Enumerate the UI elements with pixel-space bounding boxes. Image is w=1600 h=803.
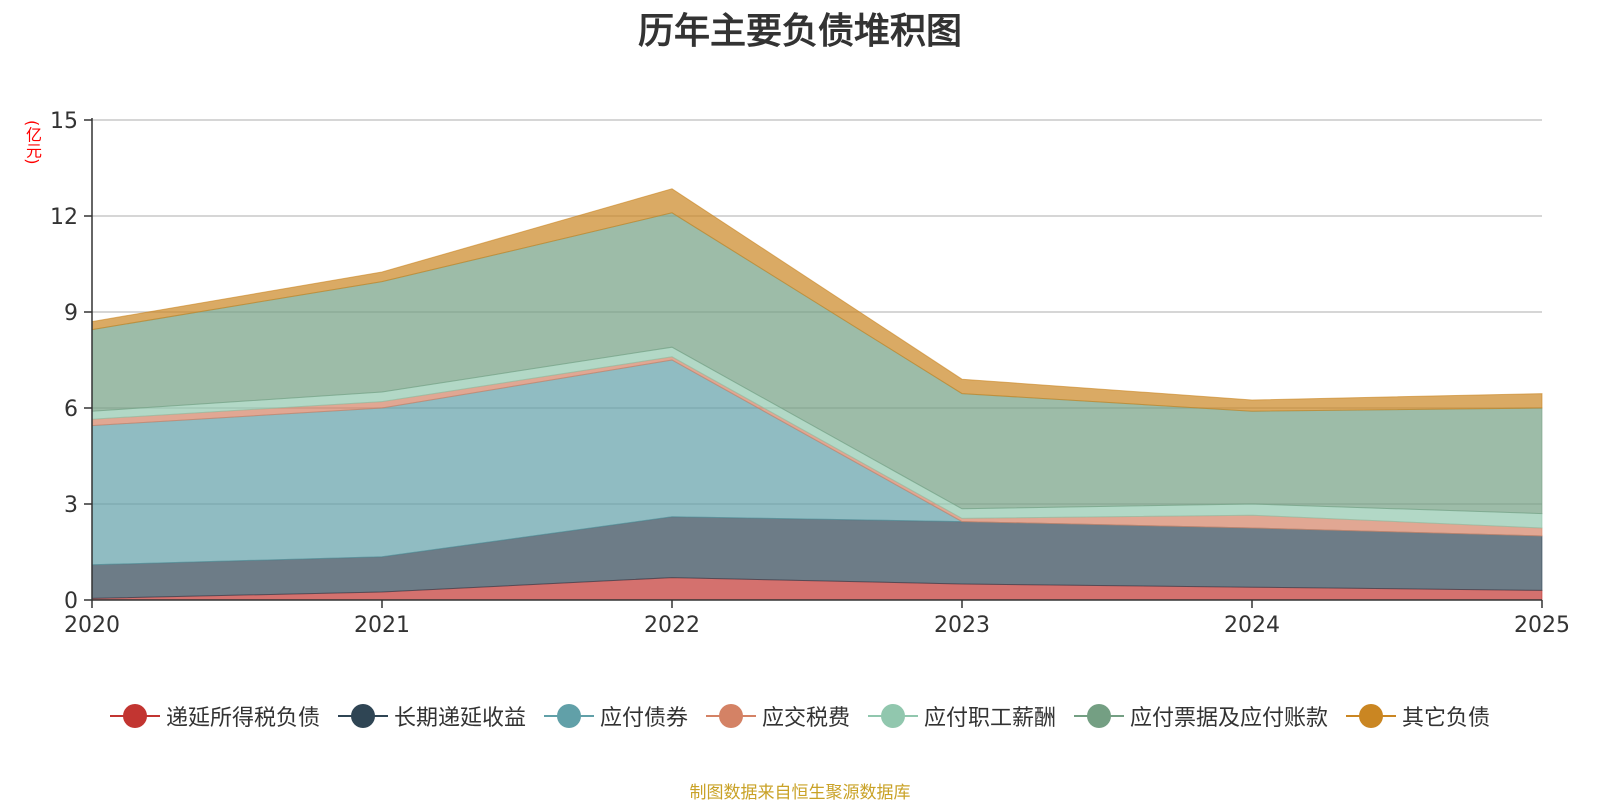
x-tick-label: 2025 [1514, 613, 1570, 638]
legend-label: 递延所得税负债 [165, 706, 320, 731]
legend-item[interactable]: 应付债券 [543, 700, 688, 732]
legend-item[interactable]: 递延所得税负债 [109, 700, 320, 732]
x-tick-label: 2023 [934, 613, 990, 638]
legend-marker-icon [868, 704, 918, 728]
x-tick-label: 2021 [354, 613, 410, 638]
legend-label: 长期递延收益 [393, 706, 526, 731]
legend-item[interactable]: 其它负债 [1346, 700, 1490, 732]
legend-item[interactable]: 应交税费 [705, 700, 850, 732]
legend-marker-icon [543, 704, 594, 728]
legend: 递延所得税负债 长期递延收益 应付债券 应交税费 应付职工薪酬 应付票据及应付账款 其它负债 [0, 700, 1600, 732]
chart-title: 历年主要负债堆积图 [637, 11, 962, 52]
area-series [91, 188, 1543, 601]
y-tick-label: 3 [64, 493, 78, 518]
legend-marker-icon [109, 704, 160, 728]
legend-marker-icon [705, 704, 756, 728]
legend-marker-icon [337, 704, 388, 728]
legend-label: 应交税费 [761, 706, 850, 731]
area-series-6 [91, 188, 1543, 412]
source-note: 制图数据来自恒生聚源数据库 [689, 783, 911, 803]
y-tick-label: 9 [64, 301, 78, 326]
legend-label: 应付票据及应付账款 [1130, 706, 1329, 731]
legend-marker-icon [1346, 704, 1397, 728]
x-tick-label: 2024 [1224, 613, 1280, 638]
x-tick-label: 2022 [644, 613, 700, 638]
y-tick-label: 0 [64, 589, 78, 614]
legend-label: 其它负债 [1402, 706, 1491, 731]
y-tick-label: 15 [50, 109, 78, 134]
legend-label: 应付债券 [599, 706, 688, 731]
y-tick-label: 6 [64, 397, 78, 422]
legend-marker-icon [1074, 704, 1125, 728]
x-tick-label: 2020 [64, 613, 120, 638]
legend-label: 应付职工薪酬 [924, 706, 1057, 731]
legend-item[interactable]: 应付票据及应付账款 [1074, 700, 1328, 732]
y-axis-unit-label: (亿元) [23, 120, 42, 165]
y-tick-label: 12 [50, 205, 78, 230]
legend-item[interactable]: 长期递延收益 [337, 700, 526, 732]
legend-item[interactable]: 应付职工薪酬 [868, 700, 1056, 732]
axes: 0 3 6 9 12 15 2020 2021 2022 2023 2024 2025 [50, 109, 1570, 638]
